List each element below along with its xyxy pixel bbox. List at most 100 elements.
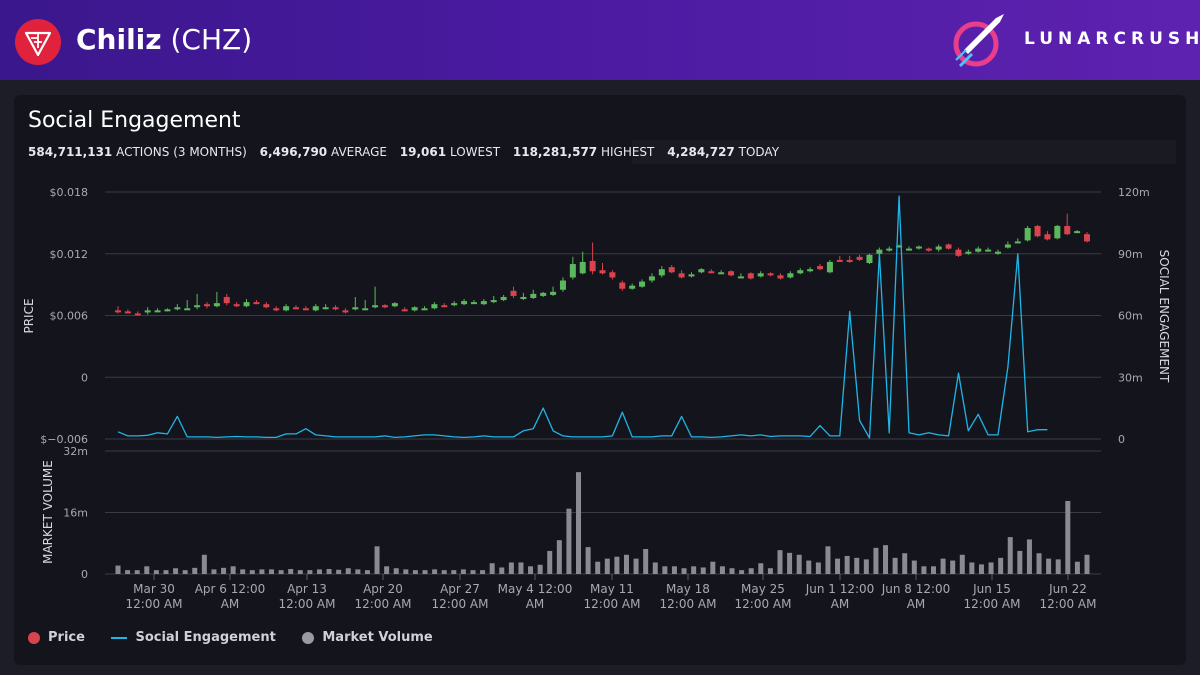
- legend-market-volume[interactable]: Market Volume: [302, 630, 433, 645]
- volume-bar: [662, 566, 668, 574]
- price-candle: [579, 261, 586, 274]
- legend-price[interactable]: Price: [28, 630, 85, 645]
- volume-bar: [115, 565, 121, 574]
- price-candle: [154, 310, 161, 313]
- volume-bar: [336, 569, 342, 574]
- x-tick-label-line2: 12:00 AM: [1040, 597, 1097, 611]
- price-candle: [273, 308, 280, 311]
- volume-bar: [921, 566, 927, 574]
- x-tick-label-line2: 12:00 AM: [432, 597, 489, 611]
- price-candle: [599, 270, 606, 274]
- price-candle: [233, 304, 240, 307]
- stat-actions: 584,711,131 ACTIONS (3 MONTHS): [28, 145, 247, 159]
- volume-bar: [1074, 561, 1080, 574]
- price-candle: [866, 254, 873, 264]
- price-candle: [955, 249, 962, 256]
- price-candle: [203, 304, 210, 307]
- price-candle: [421, 308, 428, 311]
- price-candle: [372, 305, 379, 308]
- engagement-tick-label: 0: [1118, 433, 1125, 446]
- price-candle: [886, 248, 893, 251]
- volume-bar: [883, 545, 889, 574]
- volume-bar: [1084, 554, 1090, 574]
- volume-bar: [345, 568, 351, 574]
- price-axis-title: PRICE: [22, 298, 36, 333]
- volume-bar: [173, 568, 179, 574]
- price-candle: [342, 310, 349, 313]
- price-tick-label: $0.018: [50, 186, 89, 199]
- stat-highest: 118,281,577 HIGHEST: [513, 145, 655, 159]
- brand-name: LUNARCRUSH: [1024, 29, 1200, 49]
- volume-bar: [518, 562, 524, 574]
- volume-bar: [719, 566, 725, 574]
- price-candle: [965, 251, 972, 254]
- volume-bar: [930, 566, 936, 574]
- price-candle: [292, 307, 299, 310]
- volume-bar: [998, 557, 1004, 574]
- price-candle: [559, 280, 566, 290]
- volume-bar: [221, 567, 227, 574]
- price-candle: [490, 300, 497, 303]
- price-candle: [510, 290, 517, 296]
- volume-bar: [729, 568, 735, 574]
- stat-actions-label: ACTIONS (3 MONTHS): [116, 145, 247, 159]
- coin-title: Chiliz (CHZ): [76, 22, 252, 58]
- legend-social-engagement[interactable]: Social Engagement: [111, 630, 276, 645]
- stat-lowest-label: LOWEST: [449, 145, 501, 159]
- x-tick-label-line1: Jun 22: [1048, 582, 1087, 596]
- volume-bar: [854, 557, 860, 574]
- price-candle: [787, 273, 794, 278]
- price-candle: [1034, 225, 1041, 237]
- volume-bar: [835, 558, 841, 574]
- volume-bar: [326, 569, 332, 574]
- price-candle: [906, 248, 913, 251]
- x-tick-label-line2: 12:00 AM: [584, 597, 641, 611]
- price-candle: [1014, 241, 1021, 244]
- engagement-tick-label: 60m: [1118, 310, 1143, 323]
- price-candle: [381, 305, 388, 308]
- price-candle: [915, 246, 922, 249]
- x-tick-label-line1: May 25: [741, 582, 785, 596]
- stat-lowest-value: 19,061: [399, 145, 447, 159]
- volume-bar: [1007, 537, 1013, 574]
- price-candle: [925, 248, 932, 251]
- volume-bar: [384, 566, 390, 574]
- price-candle: [283, 306, 290, 311]
- price-candle: [797, 270, 804, 274]
- stat-highest-value: 118,281,577: [512, 145, 598, 159]
- lunarcrush-logo-icon: [950, 10, 1014, 74]
- price-candle: [747, 273, 754, 279]
- volume-bar: [1046, 558, 1052, 574]
- price-candle: [431, 304, 438, 309]
- volume-bar: [787, 552, 793, 574]
- x-tick-label-line2: 12:00 AM: [660, 597, 717, 611]
- volume-tick-label: 16m: [63, 507, 88, 520]
- volume-bar: [710, 561, 716, 574]
- volume-bar: [451, 570, 457, 574]
- price-candle: [668, 267, 675, 273]
- volume-bar: [422, 570, 428, 574]
- panel-title: Social Engagement: [28, 108, 241, 133]
- volume-bar: [633, 558, 639, 574]
- volume-bar: [978, 564, 984, 574]
- engagement-tick-label: 90m: [1118, 248, 1143, 261]
- volume-bar: [211, 569, 217, 574]
- price-candle: [243, 302, 250, 307]
- price-candle: [698, 269, 705, 273]
- price-candle: [807, 269, 814, 272]
- volume-bar: [470, 570, 476, 574]
- volume-bar: [278, 570, 284, 574]
- price-candle: [777, 275, 784, 279]
- volume-bar: [249, 570, 255, 574]
- volume-bar: [489, 563, 495, 574]
- volume-bar: [259, 569, 265, 574]
- price-candle: [767, 273, 774, 276]
- volume-bar: [806, 560, 812, 574]
- volume-bar: [873, 547, 879, 574]
- price-candle: [540, 292, 547, 296]
- volume-bar: [412, 570, 418, 574]
- volume-bar: [863, 559, 869, 574]
- price-candle: [678, 273, 685, 278]
- price-candle: [520, 296, 527, 300]
- price-candle: [213, 303, 220, 307]
